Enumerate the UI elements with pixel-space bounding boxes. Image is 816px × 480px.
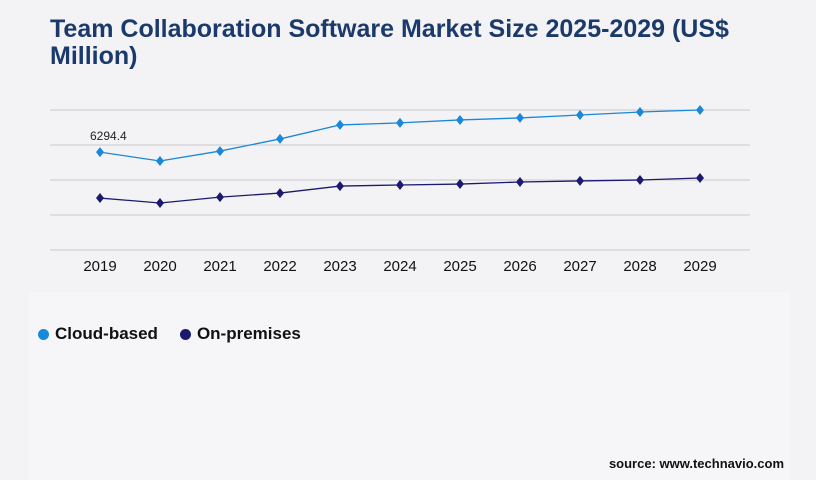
lower-panel [30, 292, 790, 480]
data-point[interactable] [96, 193, 104, 204]
legend-marker-cloud-based [38, 328, 49, 340]
chart-title: Team Collaboration Software Market Size … [50, 15, 729, 70]
data-point[interactable] [576, 175, 584, 186]
source-credit: source: www.technavio.com [608, 456, 784, 471]
legend-item-on-premises[interactable]: On-premises [179, 324, 301, 344]
data-point[interactable] [696, 105, 704, 115]
x-tick-label: 2026 [503, 258, 536, 275]
x-tick-label: 2023 [323, 258, 356, 275]
data-point[interactable] [516, 177, 524, 188]
x-tick-label: 2022 [263, 258, 296, 275]
x-tick-label: 2021 [203, 258, 236, 275]
legend-label: On-premises [196, 324, 301, 343]
legend-item-cloud-based[interactable]: Cloud-based [38, 324, 158, 344]
x-tick-label: 2029 [683, 258, 716, 275]
data-point[interactable] [396, 179, 404, 190]
data-point[interactable] [396, 117, 404, 128]
series-line-cloud-based [99, 109, 701, 162]
data-point[interactable] [696, 172, 704, 183]
data-point[interactable] [216, 192, 224, 203]
data-point[interactable] [216, 146, 224, 157]
x-tick-label: 2028 [623, 258, 656, 275]
line-chart: 2019 2020 2021 2022 2023 2024 2025 2026 2027 2028… [50, 105, 750, 275]
data-point[interactable] [576, 109, 584, 120]
data-point[interactable] [156, 198, 164, 209]
x-tick-label: 2027 [563, 258, 596, 275]
data-point[interactable] [516, 112, 524, 123]
x-tick-label: 2024 [383, 258, 416, 275]
data-label: 6294.4 [90, 129, 127, 143]
x-tick-label: 2019 [83, 258, 116, 275]
legend-label: Cloud-based [55, 324, 158, 343]
data-point[interactable] [636, 107, 644, 118]
data-point[interactable] [276, 188, 284, 199]
x-tick-label: 2020 [143, 258, 176, 275]
legend-marker-on-premises [179, 328, 191, 340]
data-point[interactable] [456, 114, 464, 125]
data-point[interactable] [456, 179, 464, 190]
data-point[interactable] [336, 119, 344, 130]
data-point[interactable] [96, 147, 104, 158]
data-point[interactable] [156, 156, 164, 167]
x-tick-label: 2025 [443, 258, 476, 275]
data-point[interactable] [336, 181, 344, 192]
legend: Cloud-based On-premises [38, 324, 301, 344]
data-point[interactable] [636, 175, 644, 185]
data-point[interactable] [276, 133, 284, 144]
